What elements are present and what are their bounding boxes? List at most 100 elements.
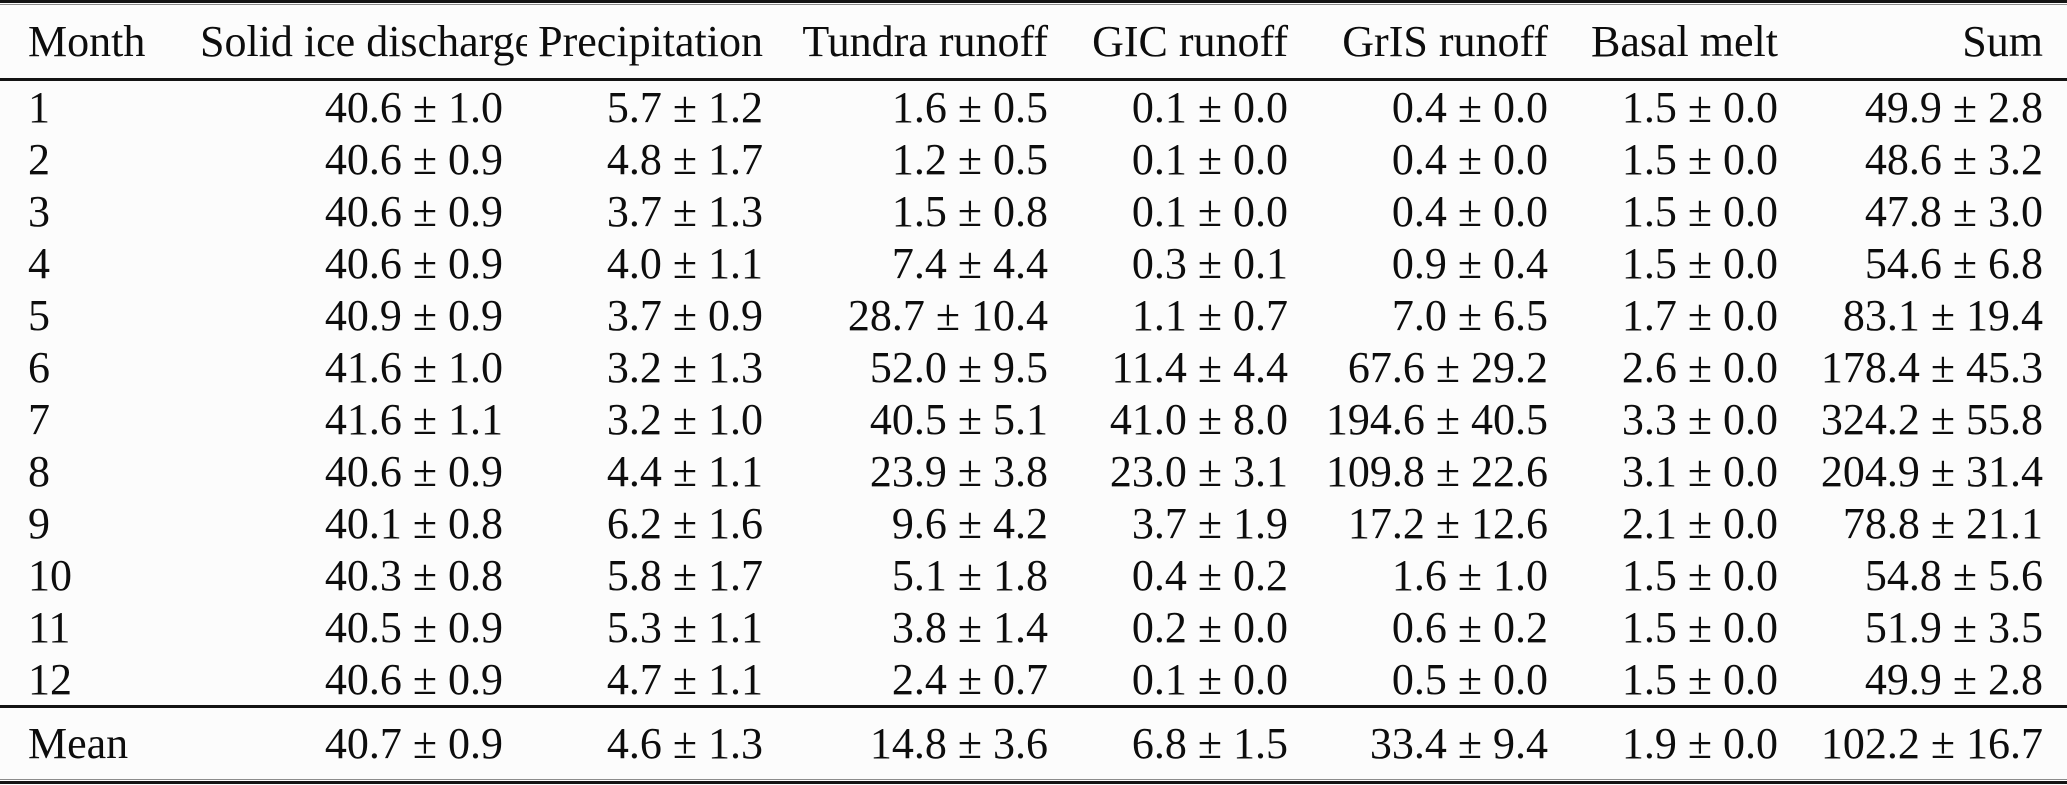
table-cell: 0.1 ± 0.0 [1131, 186, 1288, 236]
mean-cell: 1.9 ± 0.0 [1572, 705, 1802, 779]
table-cell: 0.4 ± 0.0 [1391, 134, 1548, 184]
table-cell: 3.8 ± 1.4 [891, 602, 1048, 652]
table-cell: 47.8 ± 3.0 [1864, 186, 2043, 236]
row-label: 7 [28, 394, 50, 444]
table-cell: 1.2 ± 0.5 [891, 134, 1048, 184]
table-cell: 83.1 ± 19.4 [1842, 290, 2043, 340]
table-cell: 178.4 ± 45.3 [1820, 342, 2043, 392]
table-cell: 48.6 ± 3.2 [1864, 134, 2043, 184]
table-cell: 41.0 ± 8.0 [1109, 394, 1288, 444]
table-cell: 2.1 ± 0.0 [1621, 498, 1778, 548]
table-cell: 40.1 ± 0.8 [324, 498, 503, 548]
row-label: 3 [28, 186, 50, 236]
table-cell: 194.6 ± 40.5 [1325, 394, 1548, 444]
column-header-tundra-runoff: Tundra runoff [787, 5, 1072, 81]
table-cell: 40.6 ± 0.9 [324, 654, 503, 704]
mean-cell: 6.8 ± 1.5 [1072, 705, 1312, 779]
table-cell: 41.6 ± 1.0 [324, 342, 503, 392]
table-cell: 78.8 ± 21.1 [1842, 498, 2043, 548]
table-cell: 1.6 ± 0.5 [891, 82, 1048, 132]
table-cell: 2.6 ± 0.0 [1621, 342, 1778, 392]
table-top-rule [0, 0, 2067, 5]
table-row: 12 40.6 ± 0.9 4.7 ± 1.1 2.4 ± 0.7 0.1 ± … [0, 653, 2067, 707]
table-cell: 0.1 ± 0.0 [1131, 82, 1288, 132]
table-cell: 11.4 ± 4.4 [1111, 342, 1288, 392]
mean-cell: 40.7 ± 0.9 [200, 705, 527, 779]
table-cell: 4.8 ± 1.7 [606, 134, 763, 184]
table-cell: 1.5 ± 0.8 [891, 186, 1048, 236]
monthly-freshwater-flux-table: Month Solid ice discharge Precipitation … [0, 5, 2067, 779]
table-cell: 40.9 ± 0.9 [324, 290, 503, 340]
table-cell: 0.2 ± 0.0 [1131, 602, 1288, 652]
table-cell: 6.2 ± 1.6 [606, 498, 763, 548]
table-cell: 5.8 ± 1.7 [606, 550, 763, 600]
table-cell: 49.9 ± 2.8 [1864, 654, 2043, 704]
column-header-precipitation: Precipitation [527, 5, 787, 81]
column-header-gic-runoff: GIC runoff [1072, 5, 1312, 81]
table-cell: 3.7 ± 1.9 [1131, 498, 1288, 548]
table-cell: 54.8 ± 5.6 [1864, 550, 2043, 600]
table-row: 11 40.5 ± 0.9 5.3 ± 1.1 3.8 ± 1.4 0.2 ± … [0, 601, 2067, 653]
table-cell: 4.4 ± 1.1 [606, 446, 763, 496]
table-cell: 3.2 ± 1.0 [606, 394, 763, 444]
table-row: 10 40.3 ± 0.8 5.8 ± 1.7 5.1 ± 1.8 0.4 ± … [0, 549, 2067, 601]
mean-cell: 33.4 ± 9.4 [1312, 705, 1572, 779]
table-cell: 2.4 ± 0.7 [891, 654, 1048, 704]
table-header: Month Solid ice discharge Precipitation … [0, 5, 2067, 81]
mean-row-label: Mean [0, 705, 200, 779]
table-cell: 1.5 ± 0.0 [1621, 186, 1778, 236]
table-cell: 40.3 ± 0.8 [324, 550, 503, 600]
table-cell: 40.6 ± 0.9 [324, 238, 503, 288]
table-cell: 3.2 ± 1.3 [606, 342, 763, 392]
table-cell: 40.5 ± 5.1 [869, 394, 1048, 444]
table-cell: 5.3 ± 1.1 [606, 602, 763, 652]
table-footer: Mean 40.7 ± 0.9 4.6 ± 1.3 14.8 ± 3.6 6.8… [0, 705, 2067, 779]
table-cell: 5.1 ± 1.8 [891, 550, 1048, 600]
table-cell: 0.4 ± 0.2 [1131, 550, 1288, 600]
table-cell: 0.1 ± 0.0 [1131, 654, 1288, 704]
table-cell: 49.9 ± 2.8 [1864, 82, 2043, 132]
table-cell: 0.1 ± 0.0 [1131, 134, 1288, 184]
table-row: 5 40.9 ± 0.9 3.7 ± 0.9 28.7 ± 10.4 1.1 ±… [0, 289, 2067, 341]
table-cell: 324.2 ± 55.8 [1820, 394, 2043, 444]
table-cell: 52.0 ± 9.5 [869, 342, 1048, 392]
table-cell: 0.5 ± 0.0 [1391, 654, 1548, 704]
table-cell: 40.6 ± 0.9 [324, 134, 503, 184]
table-cell: 109.8 ± 22.6 [1325, 446, 1548, 496]
table-cell: 0.6 ± 0.2 [1391, 602, 1548, 652]
column-header-basal-melt: Basal melt [1572, 5, 1802, 81]
row-label: 6 [28, 342, 50, 392]
row-label: 2 [28, 134, 50, 184]
table-row: 2 40.6 ± 0.9 4.8 ± 1.7 1.2 ± 0.5 0.1 ± 0… [0, 133, 2067, 185]
table-row: 7 41.6 ± 1.1 3.2 ± 1.0 40.5 ± 5.1 41.0 ±… [0, 393, 2067, 445]
mean-row: Mean 40.7 ± 0.9 4.6 ± 1.3 14.8 ± 3.6 6.8… [0, 705, 2067, 779]
table-cell: 3.7 ± 0.9 [606, 290, 763, 340]
header-row: Month Solid ice discharge Precipitation … [0, 5, 2067, 81]
table-cell: 23.9 ± 3.8 [869, 446, 1048, 496]
table-cell: 41.6 ± 1.1 [324, 394, 503, 444]
table-cell: 5.7 ± 1.2 [606, 82, 763, 132]
table-cell: 1.5 ± 0.0 [1621, 82, 1778, 132]
table-row: 9 40.1 ± 0.8 6.2 ± 1.6 9.6 ± 4.2 3.7 ± 1… [0, 497, 2067, 549]
table-cell: 4.0 ± 1.1 [606, 238, 763, 288]
column-header-month: Month [0, 5, 200, 81]
table-cell: 7.4 ± 4.4 [891, 238, 1048, 288]
table-row: 6 41.6 ± 1.0 3.2 ± 1.3 52.0 ± 9.5 11.4 ±… [0, 341, 2067, 393]
row-label: 5 [28, 290, 50, 340]
table-cell: 28.7 ± 10.4 [847, 290, 1048, 340]
table-cell: 3.7 ± 1.3 [606, 186, 763, 236]
table-cell: 23.0 ± 3.1 [1109, 446, 1288, 496]
table-cell: 1.5 ± 0.0 [1621, 602, 1778, 652]
table-body: 1 40.6 ± 1.0 5.7 ± 1.2 1.6 ± 0.5 0.1 ± 0… [0, 80, 2067, 707]
table-row: 1 40.6 ± 1.0 5.7 ± 1.2 1.6 ± 0.5 0.1 ± 0… [0, 80, 2067, 134]
column-header-gris-runoff: GrIS runoff [1312, 5, 1572, 81]
row-label: 12 [28, 654, 72, 704]
table-row: 4 40.6 ± 0.9 4.0 ± 1.1 7.4 ± 4.4 0.3 ± 0… [0, 237, 2067, 289]
table-cell: 40.6 ± 1.0 [324, 82, 503, 132]
table-cell: 1.5 ± 0.0 [1621, 238, 1778, 288]
table-cell: 7.0 ± 6.5 [1391, 290, 1548, 340]
table-row: 3 40.6 ± 0.9 3.7 ± 1.3 1.5 ± 0.8 0.1 ± 0… [0, 185, 2067, 237]
table-cell: 40.6 ± 0.9 [324, 446, 503, 496]
mean-cell: 102.2 ± 16.7 [1802, 705, 2067, 779]
row-label: 1 [28, 82, 50, 132]
